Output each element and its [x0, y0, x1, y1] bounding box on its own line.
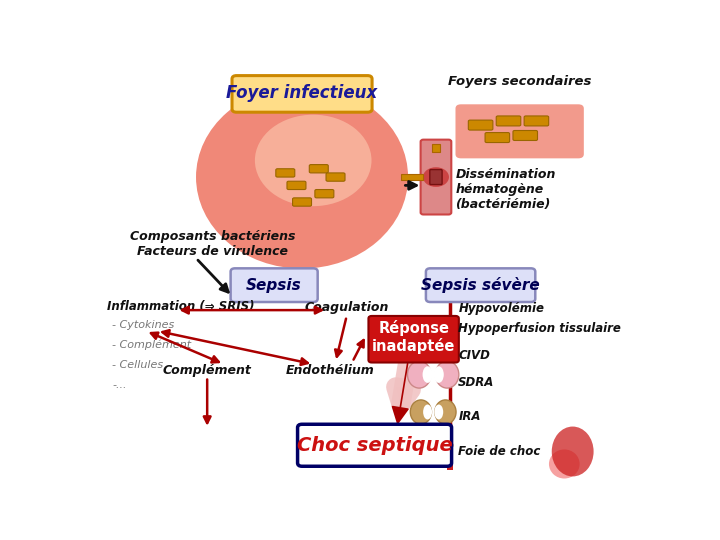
FancyBboxPatch shape: [287, 181, 306, 190]
Bar: [401, 174, 423, 180]
Text: Endothélium: Endothélium: [286, 364, 374, 377]
Text: - Cellules: - Cellules: [112, 360, 163, 369]
Text: IRA: IRA: [459, 410, 481, 423]
Text: Choc septique: Choc septique: [297, 436, 452, 455]
FancyBboxPatch shape: [232, 76, 372, 112]
Text: Dissémination
hématogène
(bactériémie): Dissémination hématogène (bactériémie): [456, 168, 556, 211]
FancyBboxPatch shape: [468, 120, 493, 130]
Text: Sepsis sévère: Sepsis sévère: [421, 277, 540, 293]
FancyBboxPatch shape: [420, 140, 451, 214]
Text: Sepsis: Sepsis: [246, 278, 302, 293]
FancyBboxPatch shape: [310, 165, 328, 173]
Text: - Cytokines: - Cytokines: [112, 320, 174, 330]
FancyBboxPatch shape: [430, 170, 442, 185]
Text: Foie de choc: Foie de choc: [459, 445, 541, 458]
Text: Réponse
inadaptée: Réponse inadaptée: [372, 320, 455, 354]
FancyBboxPatch shape: [326, 173, 345, 181]
FancyBboxPatch shape: [297, 424, 451, 466]
FancyBboxPatch shape: [292, 198, 312, 206]
Text: SDRA: SDRA: [459, 376, 495, 389]
Circle shape: [423, 168, 449, 186]
FancyBboxPatch shape: [369, 316, 459, 362]
Text: Foyers secondaires: Foyers secondaires: [448, 75, 591, 88]
FancyBboxPatch shape: [276, 168, 294, 177]
FancyBboxPatch shape: [524, 116, 549, 126]
Ellipse shape: [410, 400, 431, 424]
FancyBboxPatch shape: [315, 190, 334, 198]
Ellipse shape: [434, 404, 444, 420]
Text: Coagulation: Coagulation: [305, 301, 389, 314]
Ellipse shape: [408, 361, 431, 388]
Ellipse shape: [549, 449, 580, 478]
FancyBboxPatch shape: [513, 131, 538, 140]
Text: Composants bactériens
Facteurs de virulence: Composants bactériens Facteurs de virule…: [130, 230, 295, 258]
FancyBboxPatch shape: [485, 133, 510, 143]
Ellipse shape: [255, 114, 372, 206]
Ellipse shape: [397, 435, 453, 456]
Text: - Complément: - Complément: [112, 340, 192, 350]
Ellipse shape: [435, 400, 456, 424]
Text: Hypovolémie: Hypovolémie: [459, 301, 544, 314]
Bar: [432, 144, 440, 152]
Bar: [447, 454, 453, 470]
Ellipse shape: [433, 366, 444, 383]
FancyBboxPatch shape: [230, 268, 318, 302]
Text: Inflammation (⇒ SRIS): Inflammation (⇒ SRIS): [107, 300, 254, 313]
Ellipse shape: [423, 404, 432, 420]
FancyBboxPatch shape: [496, 116, 521, 126]
Text: Foyer infectieux: Foyer infectieux: [226, 84, 378, 102]
Ellipse shape: [196, 85, 408, 268]
Text: CIVD: CIVD: [459, 349, 490, 362]
Ellipse shape: [423, 366, 433, 383]
Ellipse shape: [436, 361, 459, 388]
Text: Complément: Complément: [163, 364, 251, 377]
FancyBboxPatch shape: [456, 104, 584, 158]
Ellipse shape: [552, 427, 593, 476]
FancyBboxPatch shape: [426, 268, 535, 302]
Text: Hypoperfusion tissulaire: Hypoperfusion tissulaire: [459, 322, 621, 335]
Text: -...: -...: [112, 380, 127, 389]
